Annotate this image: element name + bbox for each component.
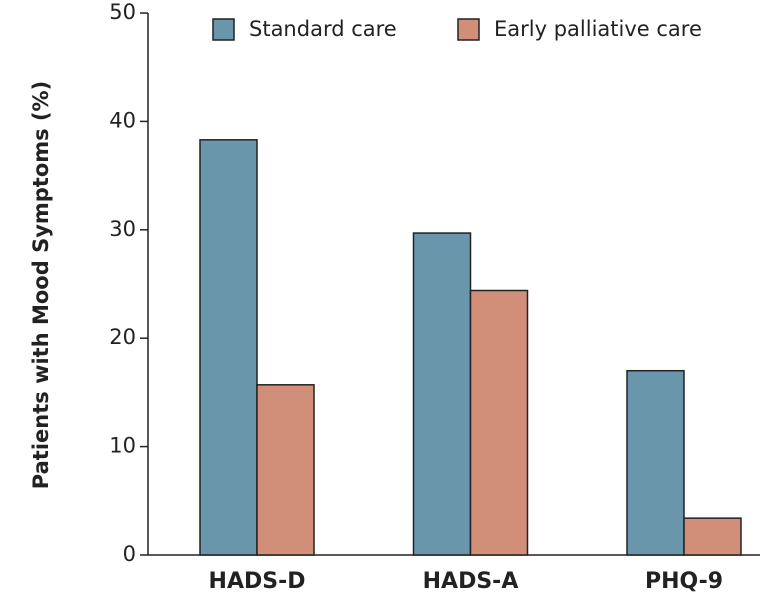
legend-swatch [457, 18, 480, 41]
legend-label: Standard care [249, 17, 397, 41]
x-tick-label: HADS-D [209, 569, 306, 594]
bar [412, 232, 472, 556]
legend-swatch [212, 18, 235, 41]
y-tick-label: 40 [109, 108, 136, 132]
bar [469, 289, 529, 556]
bar [683, 517, 742, 556]
y-tick-label: 50 [109, 0, 136, 24]
y-axis-label: Patients with Mood Symptoms (%) [29, 81, 53, 489]
bar [256, 384, 315, 556]
y-tick-label: 30 [109, 217, 136, 241]
y-tick-label: 20 [109, 325, 136, 349]
y-tick-label: 10 [109, 434, 136, 458]
x-tick-label: PHQ-9 [645, 569, 723, 594]
bar [626, 369, 685, 556]
legend-label: Early palliative care [494, 17, 702, 41]
y-tick-label: 0 [123, 542, 136, 566]
x-tick-label: HADS-A [423, 569, 519, 594]
bar [199, 139, 258, 556]
